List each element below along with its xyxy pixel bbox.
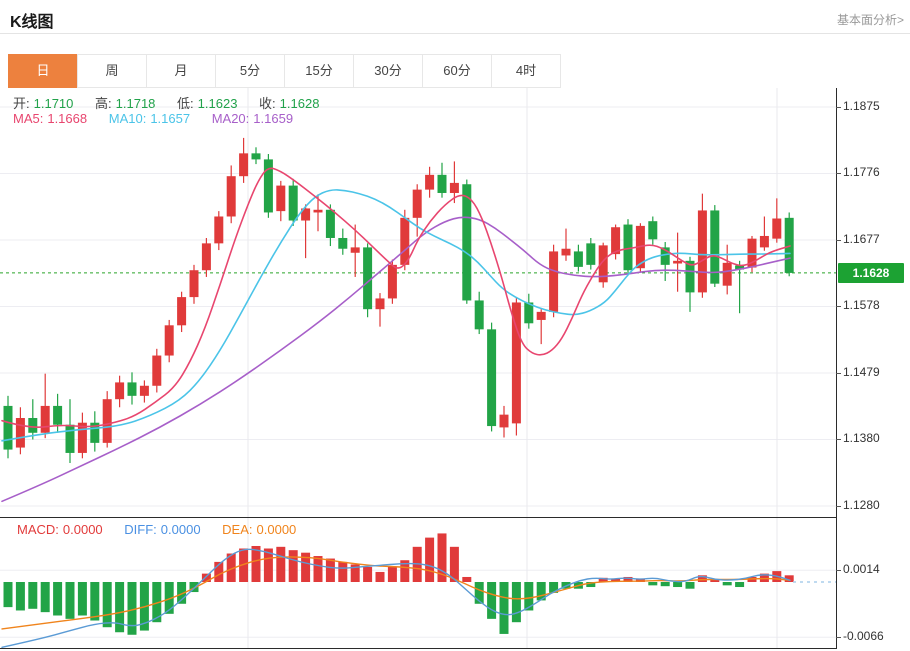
tab-30min[interactable]: 30分 [353,54,423,88]
tab-60min[interactable]: 60分 [422,54,492,88]
axis-label: 1.1479 [843,365,880,379]
ma10-value: 1.1657 [150,111,191,126]
period-tabs: 日 周 月 5分 15分 30分 60分 4时 [8,54,561,88]
pane-separator [0,517,837,518]
tab-4hour[interactable]: 4时 [491,54,561,88]
close-label: 收: [259,96,276,111]
tab-day[interactable]: 日 [8,54,78,88]
axis-tick [836,173,841,174]
tab-15min[interactable]: 15分 [284,54,354,88]
axis-tick [836,107,841,108]
page-title: K线图 [10,14,54,31]
open-value: 1.1710 [33,96,74,111]
dea-label: DEA: [222,522,253,537]
axis-label: 1.1380 [843,431,880,445]
ma-legend: MA5: 1.1668 MA10: 1.1657 MA20: 1.1659 [13,111,297,126]
axis-tick [836,373,841,374]
macd-label: MACD: [17,522,59,537]
fundamental-analysis-link[interactable]: 基本面分析> [836,13,904,27]
header-divider [0,33,910,34]
axis-tick [836,306,841,307]
open-label: 开: [13,96,30,111]
ohlc-legend: 开: 1.1710 高: 1.1718 低: 1.1623 收: 1.1628 [13,93,323,112]
ma5-label: MA5: [13,111,44,126]
ma20-value: 1.1659 [253,111,294,126]
tab-month[interactable]: 月 [146,54,216,88]
axis-label: 1.1280 [843,498,880,512]
ma5-value: 1.1668 [47,111,88,126]
axis-tick [836,570,841,571]
macd-value: 0.0000 [62,522,103,537]
tab-5min[interactable]: 5分 [215,54,285,88]
ma20-label: MA20: [211,111,250,126]
high-value: 1.1718 [115,96,156,111]
low-label: 低: [177,96,194,111]
axis-label: 1.1578 [843,298,880,312]
axis-label: 1.1677 [843,232,880,246]
dea-value: 0.0000 [256,522,297,537]
ma10-label: MA10: [108,111,147,126]
diff-label: DIFF: [124,522,157,537]
close-value: 1.1628 [279,96,320,111]
axis-label: 1.1776 [843,165,880,179]
axis-label: 1.1875 [843,99,880,113]
low-value: 1.1623 [197,96,238,111]
current-price-tag: 1.1628 [838,263,904,283]
axis-label: 0.0014 [843,562,880,576]
price-axis-line [836,88,837,648]
high-label: 高: [95,96,112,111]
axis-tick [836,439,841,440]
axis-tick [836,240,841,241]
macd-legend: MACD: 0.0000 DIFF: 0.0000 DEA: 0.0000 [17,522,300,537]
tab-week[interactable]: 周 [77,54,147,88]
axis-tick [836,637,841,638]
price-chart [0,88,836,518]
axis-tick [836,506,841,507]
macd-chart [0,518,836,648]
chart-bottom-border [0,648,837,649]
diff-value: 0.0000 [160,522,201,537]
axis-label: -0.0066 [843,629,884,643]
